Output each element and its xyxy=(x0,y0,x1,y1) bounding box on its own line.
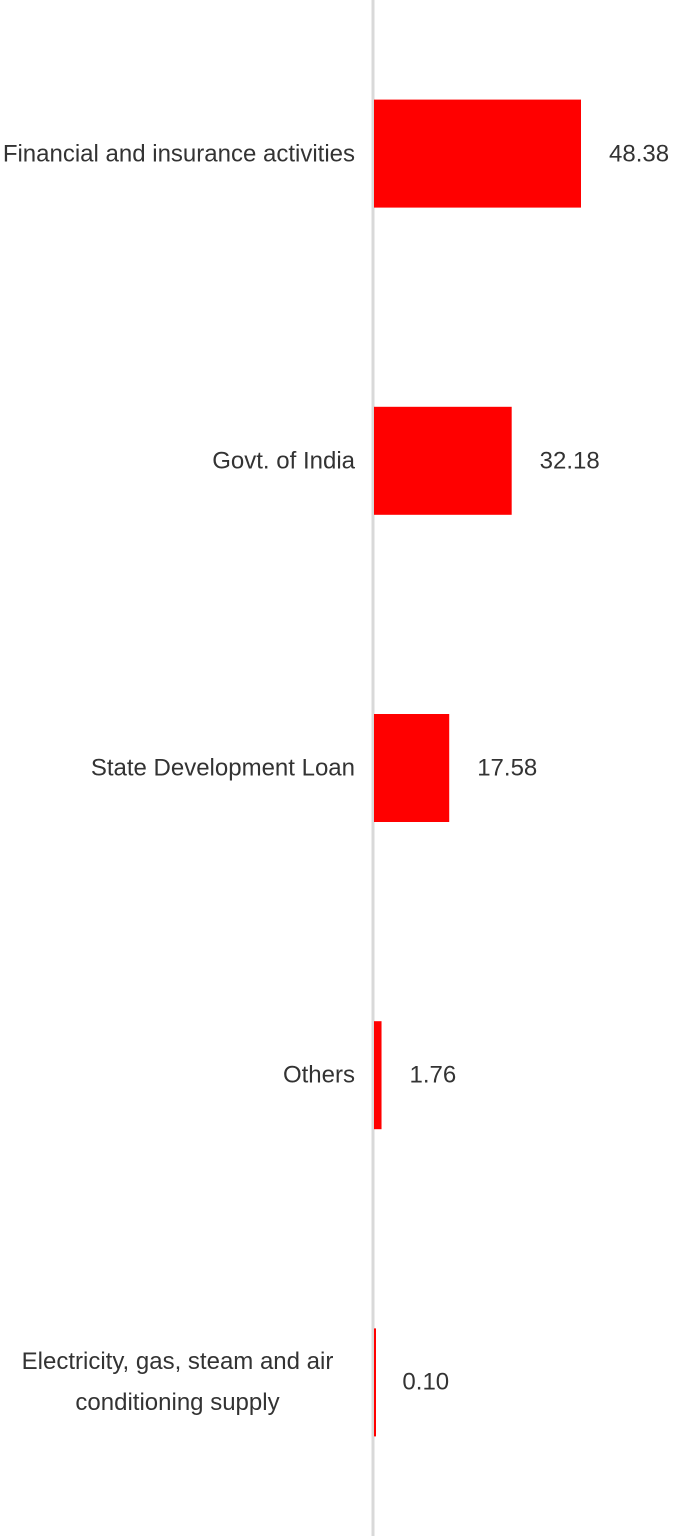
value-label: 48.38 xyxy=(609,140,670,168)
value-label: 32.18 xyxy=(539,447,600,475)
category-label: Electricity, gas, steam and air conditio… xyxy=(21,1348,334,1417)
bar xyxy=(374,1328,376,1437)
bar xyxy=(374,1021,382,1130)
bar xyxy=(374,406,512,515)
bar xyxy=(374,99,581,208)
value-label: 1.76 xyxy=(409,1061,457,1089)
category-label: Others xyxy=(282,1061,355,1089)
category-label: Financial and insurance activities xyxy=(2,140,355,168)
category-label: Govt. of India xyxy=(212,447,355,475)
value-label: 17.58 xyxy=(477,754,538,782)
bar xyxy=(374,714,450,822)
category-label: State Development Loan xyxy=(90,754,355,782)
value-label: 0.10 xyxy=(402,1368,450,1396)
